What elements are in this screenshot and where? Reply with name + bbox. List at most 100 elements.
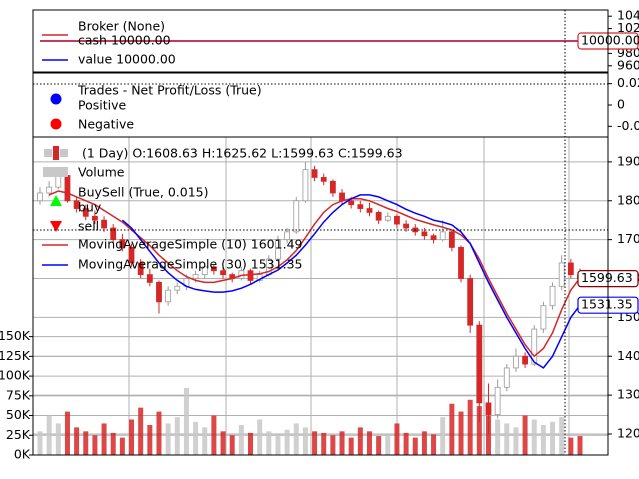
volume-bar — [412, 437, 418, 455]
candle-body — [403, 223, 410, 229]
volume-bar — [522, 415, 528, 455]
candle-body — [458, 247, 464, 279]
volume-bar — [284, 429, 290, 455]
candle-body — [503, 367, 510, 388]
volume-bar — [458, 411, 464, 455]
crosshair — [33, 9, 608, 455]
volume-bar — [46, 415, 52, 455]
series-line — [121, 194, 581, 369]
candle-body — [137, 262, 144, 276]
volume-bar — [348, 437, 354, 455]
volume-bar — [220, 431, 226, 455]
legend-label: MovingAverageSimple (10) 1601.49 — [78, 237, 303, 252]
candle-body — [210, 266, 217, 272]
y-tick-label: 0 — [617, 97, 625, 112]
legend-label: MovingAverageSimple (30) 1531.35 — [78, 257, 302, 272]
y-tick-label: 1900 — [617, 153, 639, 168]
candle-body — [430, 235, 437, 241]
candle-body — [394, 215, 400, 225]
candle-body — [128, 247, 135, 264]
candle-body — [348, 200, 355, 206]
candle-body — [247, 270, 254, 281]
legend-title: Broker (None) — [78, 19, 165, 34]
volume-bar — [302, 427, 308, 455]
legend-label: Negative — [78, 117, 134, 132]
y-tick-label: 1800 — [617, 192, 639, 207]
volume-bar — [476, 406, 482, 455]
candle-body — [567, 262, 574, 276]
legend-label: cash 10000.00 — [78, 33, 171, 48]
candle-body — [311, 169, 318, 178]
legend-icon — [44, 149, 52, 157]
candle-body — [220, 270, 226, 276]
volume-bar — [183, 387, 189, 455]
candle-body — [366, 208, 373, 213]
volume-bar — [504, 423, 510, 455]
candle-body — [293, 200, 300, 233]
volume-bar — [138, 407, 144, 455]
volume-bar — [202, 427, 208, 455]
y-tick-label: 1200 — [617, 426, 639, 441]
legend-icon — [53, 146, 59, 160]
y-tick-label: -0.02 — [617, 118, 639, 133]
legend-icon — [43, 167, 68, 177]
candle-body — [302, 169, 309, 202]
volume-bar — [55, 423, 61, 455]
volume-bar — [440, 417, 446, 455]
candle-body — [540, 305, 547, 330]
candle-body — [101, 219, 107, 229]
candle-body — [165, 289, 172, 303]
candle-body — [119, 239, 126, 248]
candle-body — [476, 324, 483, 404]
volume-bar — [83, 431, 89, 455]
candle-body — [513, 355, 519, 369]
volume-bar — [110, 432, 116, 455]
volume-bar — [101, 423, 107, 455]
candle-body — [192, 274, 199, 279]
volume-bar — [193, 421, 199, 455]
volume-bar — [568, 437, 574, 455]
volume-bar — [431, 434, 437, 455]
volume-bar — [37, 431, 43, 455]
candle-body — [55, 175, 62, 188]
candle-body — [284, 231, 291, 241]
candle-body — [46, 186, 53, 194]
volume-bar — [550, 421, 556, 455]
candle-body — [37, 192, 43, 202]
volume-bar — [147, 425, 153, 455]
volume-bar — [330, 435, 336, 455]
legend-label: BuySell (True, 0.015) — [78, 185, 208, 200]
volume-bar — [74, 427, 80, 455]
candle-body — [375, 212, 382, 221]
volume-bar — [540, 425, 546, 455]
legend-label: buy — [78, 200, 102, 215]
legend-label: Volume — [78, 165, 125, 180]
volume-bar — [321, 432, 327, 455]
value-tag-label: 1599.63 — [581, 270, 633, 285]
date-grid — [128, 137, 570, 455]
volume-bar — [266, 431, 272, 455]
volume-bar — [449, 403, 455, 455]
candle-body — [174, 285, 181, 291]
legend-title: Trades - Net Profit/Loss (True) — [77, 83, 262, 98]
volume-bar — [485, 415, 491, 455]
legend-marker — [50, 221, 62, 232]
candle-body — [558, 262, 565, 287]
volume-bar — [403, 432, 409, 455]
y-tick-label: 1700 — [617, 231, 639, 246]
volume-bar — [129, 419, 135, 455]
candle-body — [485, 402, 492, 415]
legend-label: sell — [78, 219, 99, 234]
candle-body — [467, 278, 474, 326]
volume-tick-label: 150K — [0, 328, 31, 343]
candle-body — [549, 285, 556, 307]
volume-bar — [394, 423, 400, 455]
candle-body — [339, 192, 345, 202]
volume-bar — [531, 419, 537, 455]
y-tick-label: 1400 — [617, 348, 639, 363]
candle-body — [531, 328, 538, 365]
volume-bar — [156, 411, 162, 455]
volume-bar — [92, 435, 98, 455]
y-tick-label: 9600 — [617, 57, 639, 72]
